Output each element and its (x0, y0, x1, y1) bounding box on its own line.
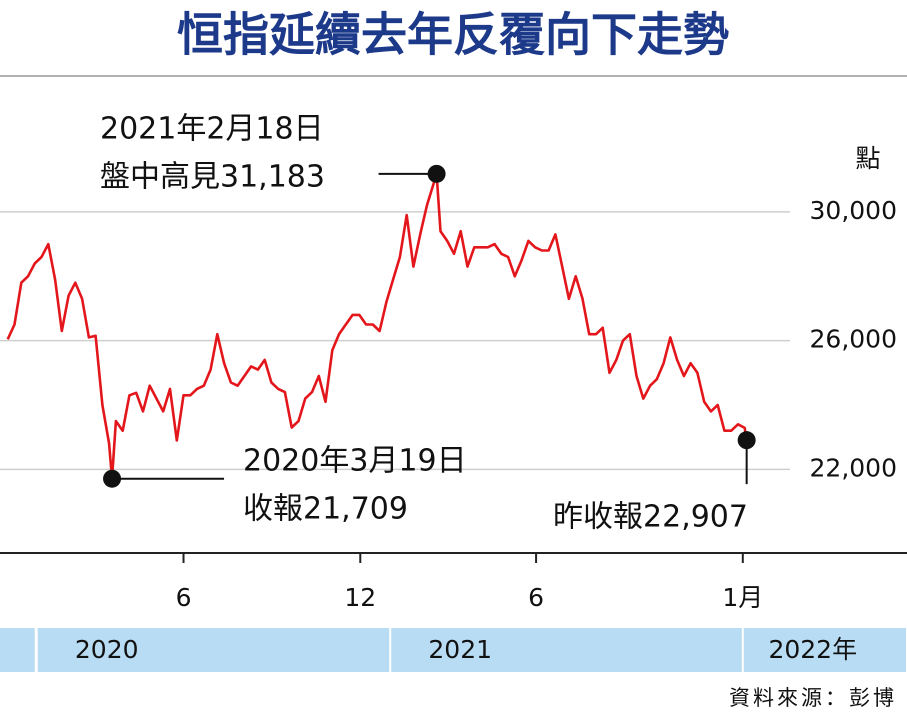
y-tick-label: 22,000 (810, 453, 897, 482)
annotation-dot (427, 164, 446, 183)
annotation-text: 2020年3月19日 (243, 444, 467, 479)
annotation-dot (737, 431, 756, 450)
annotation-text: 收報21,709 (243, 492, 408, 527)
annotation-dot (103, 469, 122, 488)
year-band (0, 628, 35, 672)
y-tick-label: 30,000 (810, 196, 897, 225)
year-label: 2022年 (768, 635, 857, 664)
y-tick-label: 26,000 (810, 325, 897, 354)
year-band (37, 628, 390, 672)
y-axis-label: 點 (855, 144, 880, 173)
x-tick-label: 6 (176, 583, 192, 612)
year-label: 2021 (428, 635, 492, 664)
source: 資料來源：彭博 (729, 686, 897, 710)
hsi-line (6, 172, 748, 480)
chart-title: 恒指延續去年反覆向下走勢 (177, 8, 729, 62)
x-tick-label: 1月 (722, 583, 763, 612)
x-tick-label: 6 (528, 583, 544, 612)
annotation-text: 昨收報22,907 (553, 500, 748, 535)
year-band (391, 628, 742, 672)
year-band (743, 628, 906, 672)
annotation-text: 2021年2月18日 (100, 112, 324, 147)
annotation-text: 盤中高見31,183 (100, 160, 325, 195)
year-label: 2020 (75, 635, 139, 664)
x-tick-label: 12 (344, 583, 376, 612)
